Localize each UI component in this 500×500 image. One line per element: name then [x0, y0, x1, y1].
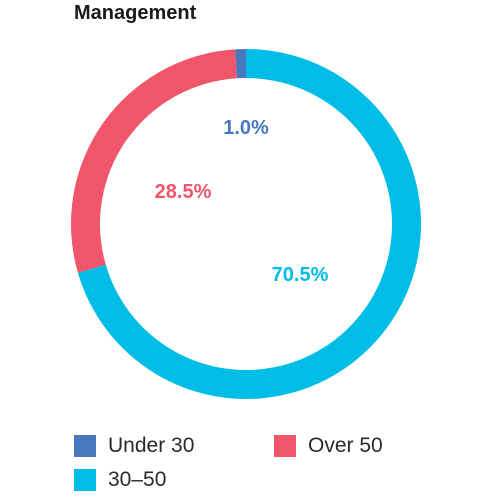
- legend-label: 30–50: [108, 468, 167, 491]
- legend-item-over-50[interactable]: Over 50: [274, 434, 383, 458]
- chart-title: Management: [74, 2, 197, 24]
- legend-label: Over 50: [308, 434, 383, 457]
- slice-over-50[interactable]: [70, 49, 237, 273]
- legend: Under 30 Over 50 30–50: [74, 432, 434, 496]
- donut-chart: 1.0% 28.5% 70.5%: [70, 49, 421, 399]
- data-label-under-30: 1.0%: [223, 117, 269, 139]
- legend-swatch: [74, 469, 96, 491]
- legend-swatch: [74, 435, 96, 457]
- data-label-30-50: 70.5%: [272, 264, 329, 286]
- legend-swatch: [274, 435, 296, 457]
- data-label-over-50: 28.5%: [155, 181, 212, 203]
- slice-under-30[interactable]: [235, 49, 246, 79]
- legend-label: Under 30: [108, 434, 195, 457]
- legend-item-30-50[interactable]: 30–50: [74, 468, 166, 492]
- legend-item-under-30[interactable]: Under 30: [74, 434, 194, 458]
